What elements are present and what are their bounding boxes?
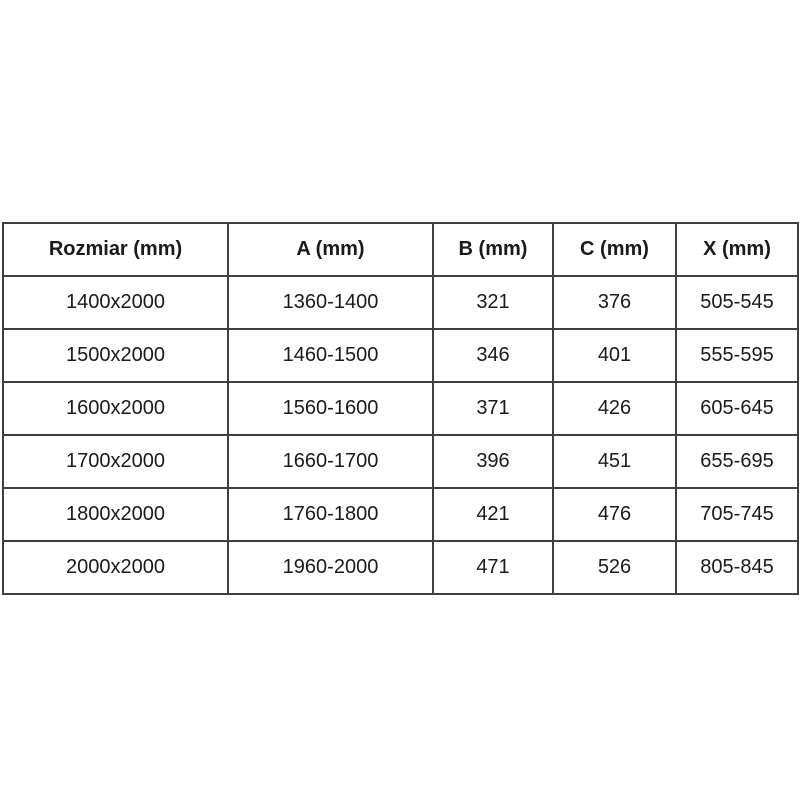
column-header: B (mm) (432, 222, 554, 277)
table-row: 1600x2000 1560-1600 371 426 605-645 (2, 381, 799, 436)
table-cell: 1460-1500 (227, 328, 434, 383)
table-cell: 401 (552, 328, 677, 383)
table-cell: 1700x2000 (2, 434, 229, 489)
table-cell: 396 (432, 434, 554, 489)
table-cell: 371 (432, 381, 554, 436)
table-row: 1700x2000 1660-1700 396 451 655-695 (2, 434, 799, 489)
table-cell: 1560-1600 (227, 381, 434, 436)
table-row: 1800x2000 1760-1800 421 476 705-745 (2, 487, 799, 542)
table-cell: 526 (552, 540, 677, 595)
column-header: C (mm) (552, 222, 677, 277)
table-cell: 505-545 (675, 275, 799, 330)
size-dimensions-table: Rozmiar (mm) A (mm) B (mm) C (mm) X (mm) 140… (2, 222, 799, 595)
table-cell: 426 (552, 381, 677, 436)
table-cell: 1960-2000 (227, 540, 434, 595)
table-cell: 1660-1700 (227, 434, 434, 489)
column-header: Rozmiar (mm) (2, 222, 229, 277)
table-cell: 476 (552, 487, 677, 542)
table-cell: 471 (432, 540, 554, 595)
table-cell: 376 (552, 275, 677, 330)
table-cell: 421 (432, 487, 554, 542)
table-cell: 451 (552, 434, 677, 489)
table-cell: 1400x2000 (2, 275, 229, 330)
table-cell: 1760-1800 (227, 487, 434, 542)
table-cell: 1500x2000 (2, 328, 229, 383)
table-row: 2000x2000 1960-2000 471 526 805-845 (2, 540, 799, 595)
table-cell: 555-595 (675, 328, 799, 383)
table-header-row: Rozmiar (mm) A (mm) B (mm) C (mm) X (mm) (2, 222, 799, 277)
table-cell: 655-695 (675, 434, 799, 489)
column-header: A (mm) (227, 222, 434, 277)
table-cell: 705-745 (675, 487, 799, 542)
table-row: 1500x2000 1460-1500 346 401 555-595 (2, 328, 799, 383)
table-cell: 805-845 (675, 540, 799, 595)
table-cell: 321 (432, 275, 554, 330)
table-cell: 1600x2000 (2, 381, 229, 436)
table-cell: 1800x2000 (2, 487, 229, 542)
table-cell: 346 (432, 328, 554, 383)
table-row: 1400x2000 1360-1400 321 376 505-545 (2, 275, 799, 330)
column-header: X (mm) (675, 222, 799, 277)
table-cell: 1360-1400 (227, 275, 434, 330)
table-cell: 2000x2000 (2, 540, 229, 595)
table-cell: 605-645 (675, 381, 799, 436)
